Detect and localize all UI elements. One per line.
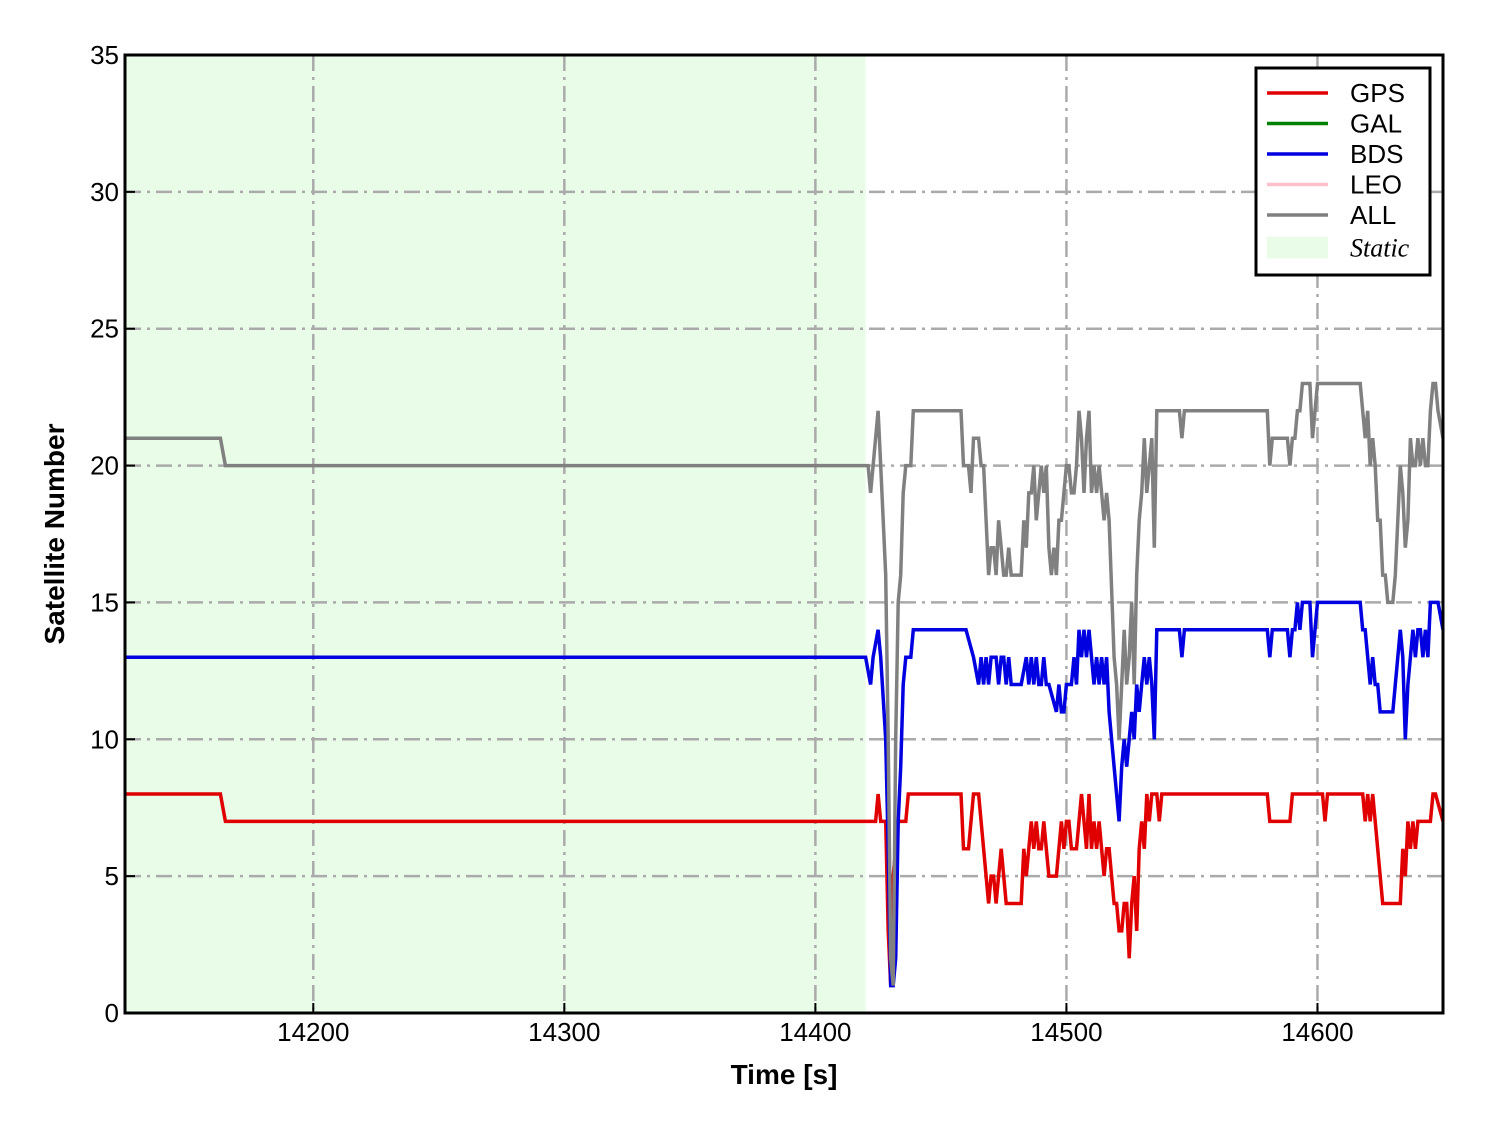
x-tick-label: 14600 xyxy=(1281,1017,1353,1047)
y-tick-label: 10 xyxy=(90,724,119,754)
y-tick-label: 15 xyxy=(90,587,119,617)
legend-label-all: ALL xyxy=(1350,200,1396,230)
legend-label-gal: GAL xyxy=(1350,109,1402,139)
y-tick-label: 0 xyxy=(105,998,119,1028)
y-axis-title: Satellite Number xyxy=(39,423,70,644)
legend-label-gps: GPS xyxy=(1350,78,1405,108)
x-tick-label: 14400 xyxy=(779,1017,851,1047)
static-region-layer xyxy=(125,55,866,1013)
legend-swatch-static xyxy=(1267,236,1328,259)
legend-label-leo: LEO xyxy=(1350,170,1402,200)
legend-label-bds: BDS xyxy=(1350,139,1403,169)
plot-frame xyxy=(123,53,1445,1015)
x-tick-label: 14500 xyxy=(1030,1017,1102,1047)
y-tick-label: 25 xyxy=(90,314,119,344)
legend-label-static: Static xyxy=(1350,234,1410,263)
y-tick-label: 5 xyxy=(105,861,119,891)
x-tick-label: 14200 xyxy=(277,1017,349,1047)
static-region xyxy=(125,55,866,1013)
series-layer xyxy=(125,381,1445,988)
y-tick-label: 30 xyxy=(90,177,119,207)
series-line-all xyxy=(125,381,1445,986)
x-tick-label: 14300 xyxy=(528,1017,600,1047)
x-axis-title: Time [s] xyxy=(731,1059,838,1090)
tick-layer: 14200 14300 14400 14500 14600 0 5 10 15 20 25 30 35 xyxy=(90,40,1354,1047)
series-line-bds xyxy=(125,600,1445,988)
series-line-gps xyxy=(125,792,1445,986)
y-tick-label: 20 xyxy=(90,451,119,481)
y-tick-label: 35 xyxy=(90,40,119,70)
